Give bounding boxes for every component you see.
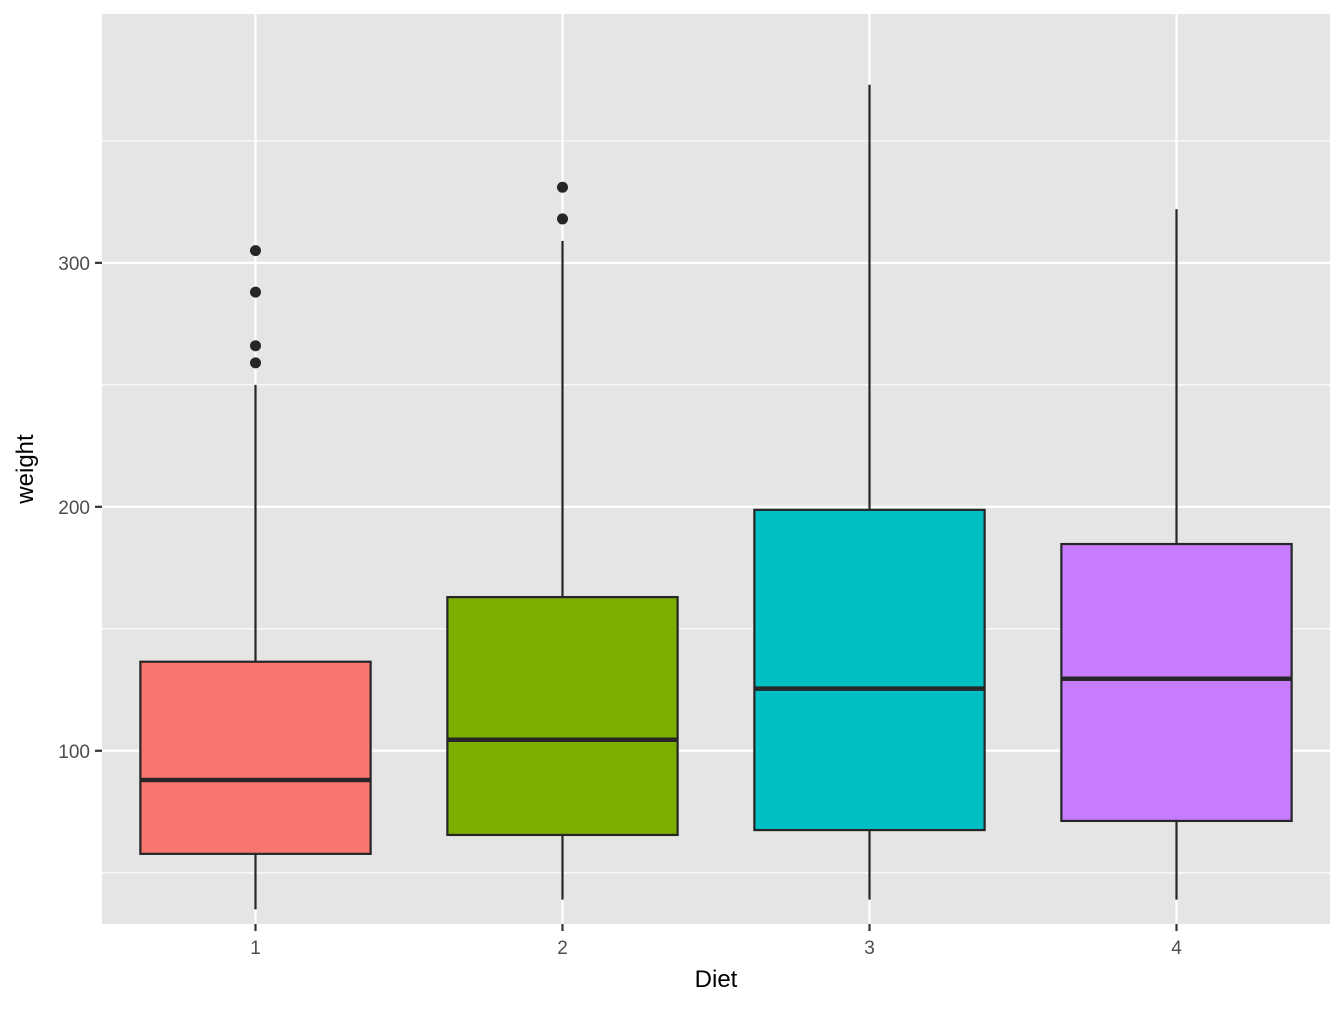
outlier-point [250,286,261,298]
x-tick-label: 2 [557,938,568,959]
axes: 100 200 300 1 2 3 4 [58,254,1182,959]
box-group-4 [1060,209,1293,900]
y-axis-title: weight [12,434,39,505]
x-tick-label: 1 [250,938,261,959]
box [446,595,679,837]
boxes [139,84,1293,910]
outlier-point [250,340,261,352]
y-tick-label: 200 [58,498,90,519]
box [1060,542,1293,823]
box [753,508,986,832]
x-tick-label: 4 [1171,938,1182,959]
outlier-point [250,357,261,369]
box-group-2 [446,181,679,900]
y-tick-label: 300 [58,254,90,275]
outlier-point [557,213,568,225]
outlier-point [557,181,568,193]
box [139,660,372,855]
x-tick-label: 3 [864,938,875,959]
box-group-1 [139,245,372,910]
y-tick-label: 100 [58,742,90,763]
outlier-point [250,245,261,257]
x-axis-title: Diet [695,966,738,993]
box-group-3 [753,84,986,900]
